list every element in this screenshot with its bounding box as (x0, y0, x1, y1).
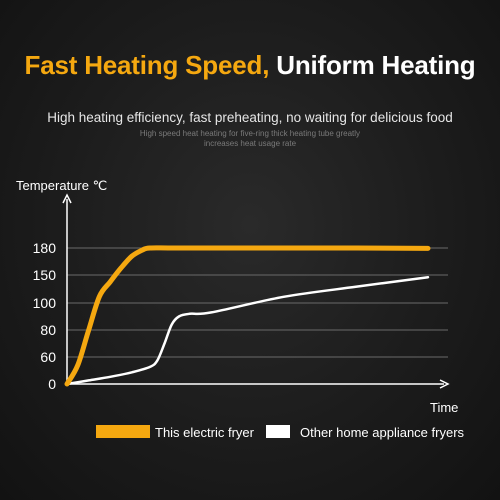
legend-label-this-fryer: This electric fryer (155, 425, 255, 440)
series-line-other-fryers (65, 275, 430, 386)
x-axis-label: Time (430, 400, 458, 415)
small-note-line-2: increases heat usage rate (203, 139, 297, 148)
axis-layer: 0 60 80 100 150 180 Temperature ℃ Time (16, 178, 458, 415)
y-tick-label-150: 150 (33, 267, 57, 283)
legend-label-other-fryers: Other home appliance fryers (300, 425, 465, 440)
y-axis-arrow (62, 193, 72, 204)
y-tick-label-180: 180 (33, 240, 57, 256)
title-part-1: Fast Heating Speed, (24, 50, 270, 80)
y-tick-label-0: 0 (48, 376, 56, 392)
y-tick-label-60: 60 (40, 349, 56, 365)
y-axis-label: Temperature ℃ (16, 178, 107, 193)
title-part-2: Uniform Heating (276, 50, 476, 80)
legend-swatch-this-fryer (96, 425, 150, 438)
y-tick-label-80: 80 (40, 322, 56, 338)
y-tick-label-100: 100 (33, 295, 57, 311)
series-layer (64, 245, 431, 387)
legend-swatch-other-fryers (266, 425, 290, 438)
small-note-line-1: High speed heat heating for five-ring th… (139, 129, 361, 138)
x-axis-arrow (439, 379, 450, 389)
series-line-this-fryer (64, 245, 431, 387)
legend-layer: This electric fryer Other home appliance … (96, 425, 465, 440)
subtitle: High heating efficiency, fast preheating… (47, 110, 453, 125)
small-note: High speed heat heating for five-ring th… (0, 129, 500, 149)
page-title: Fast Heating Speed, Uniform Heating (0, 50, 500, 81)
